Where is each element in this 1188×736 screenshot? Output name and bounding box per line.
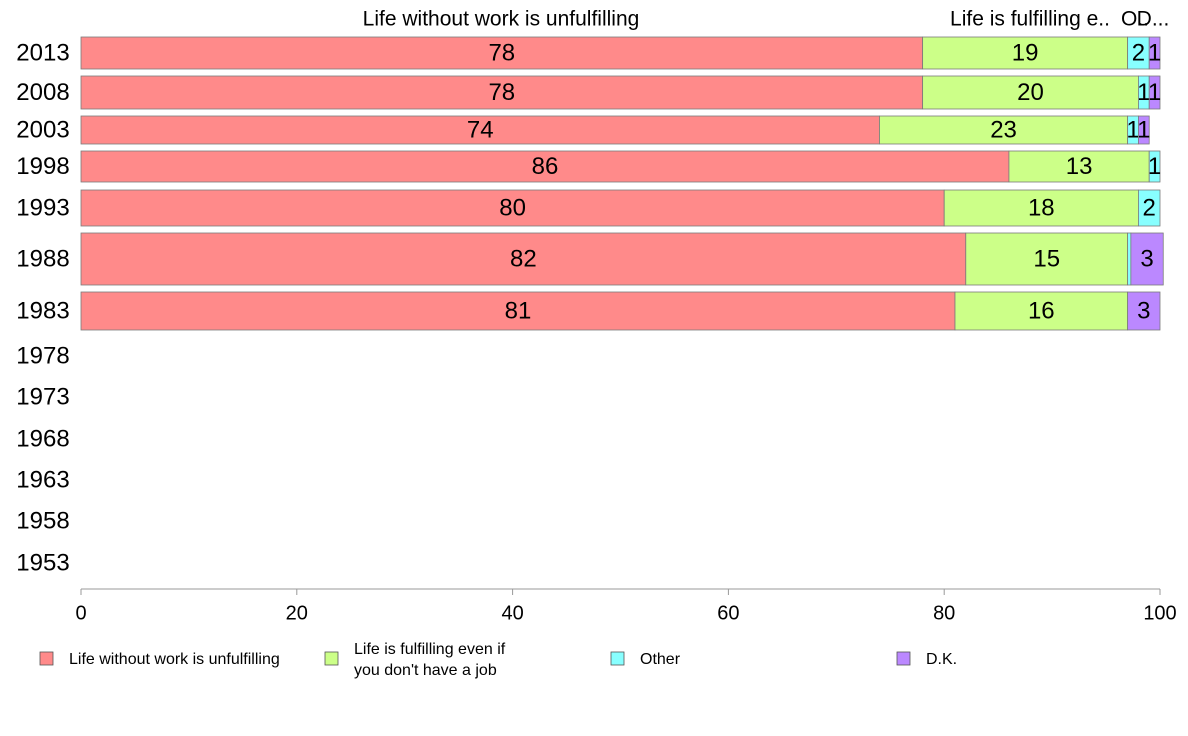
data-label: 1	[1148, 153, 1161, 180]
bar-segment	[1130, 232, 1164, 286]
data-label: 15	[1033, 245, 1060, 272]
data-label: 86	[532, 153, 559, 180]
bar-segment	[1148, 75, 1161, 110]
year-label: 2013	[16, 39, 69, 66]
legend-label: Life without work is unfulfilling	[69, 651, 280, 668]
bar-segment	[80, 232, 967, 286]
year-label: 2008	[16, 79, 69, 106]
bar-segment	[922, 36, 1129, 70]
year-label: 1958	[16, 507, 69, 534]
data-label: 3	[1137, 297, 1150, 324]
data-label: 78	[488, 39, 515, 66]
bar-segment	[1008, 150, 1150, 183]
series-top-label: D...	[1137, 8, 1170, 31]
data-label: 80	[499, 194, 526, 221]
bar-segment	[965, 232, 1129, 286]
year-label: 2003	[16, 116, 69, 143]
year-label: 1968	[16, 425, 69, 452]
bar-segment	[1148, 36, 1161, 70]
year-label: 1978	[16, 342, 69, 369]
x-tick-label: 0	[75, 602, 86, 624]
series-top-label: Life is fulfilling e..	[950, 8, 1110, 31]
year-label: 1983	[16, 297, 69, 324]
bar-segment	[80, 115, 880, 145]
year-label: 1963	[16, 466, 69, 493]
x-tick-label: 60	[717, 602, 739, 624]
data-label: 1	[1148, 39, 1161, 66]
bar-segment	[1138, 189, 1161, 227]
x-tick-label: 40	[501, 602, 523, 624]
x-axis: 0 20 40 60 80 100	[75, 588, 1177, 624]
bar-segment	[1148, 150, 1161, 183]
bar-segment	[1138, 115, 1150, 145]
data-label: 78	[488, 79, 515, 106]
bar-segment	[1127, 232, 1132, 286]
data-label: 13	[1066, 153, 1093, 180]
legend-label: D.K.	[926, 651, 957, 668]
x-tick-label: 20	[286, 602, 308, 624]
data-label: 2	[1132, 39, 1145, 66]
year-label: 1993	[16, 194, 69, 221]
legend-swatch	[324, 651, 339, 666]
data-label: 1	[1137, 116, 1150, 143]
legend-label: you don't have a job	[354, 662, 497, 679]
data-label: 18	[1028, 194, 1055, 221]
year-label: 1988	[16, 245, 69, 272]
legend-swatch	[39, 651, 54, 666]
year-label: 1998	[16, 153, 69, 180]
bar-segment	[954, 291, 1129, 331]
data-label: 3	[1140, 245, 1153, 272]
data-label: 1	[1126, 116, 1139, 143]
year-label: 1953	[16, 549, 69, 576]
legend-swatch	[610, 651, 625, 666]
legend-label: Other	[640, 651, 681, 668]
data-label: 82	[510, 245, 537, 272]
series-top-label: O..	[1121, 8, 1149, 31]
data-label: 23	[990, 116, 1017, 143]
data-label: 1	[1148, 79, 1161, 106]
x-tick-label: 100	[1143, 602, 1176, 624]
x-tick-label: 80	[933, 602, 955, 624]
series-top-label: Life without work is unfulfilling	[363, 8, 640, 31]
data-label: 81	[505, 297, 532, 324]
data-label: 19	[1012, 39, 1039, 66]
top-labels: Life without work is unfulfilling Life is…	[363, 8, 1170, 31]
bar-segment	[943, 189, 1139, 227]
legend-swatch	[896, 651, 911, 666]
bar-segment	[80, 291, 956, 331]
data-label: 20	[1017, 79, 1044, 106]
bar-segment	[1127, 291, 1161, 331]
year-label: 1973	[16, 383, 69, 410]
data-label: 2	[1143, 194, 1156, 221]
y-axis: 2013 2008 2003 1998 1993 1988 1983 1978 1973 1968…	[16, 39, 69, 576]
data-label: 16	[1028, 297, 1055, 324]
data-label: 1	[1137, 79, 1150, 106]
data-label: 74	[467, 116, 494, 143]
legend: Life without work is unfulfilling Life is…	[39, 641, 957, 679]
legend-label: Life is fulfilling even if	[354, 641, 506, 658]
bar-segment	[80, 75, 924, 110]
